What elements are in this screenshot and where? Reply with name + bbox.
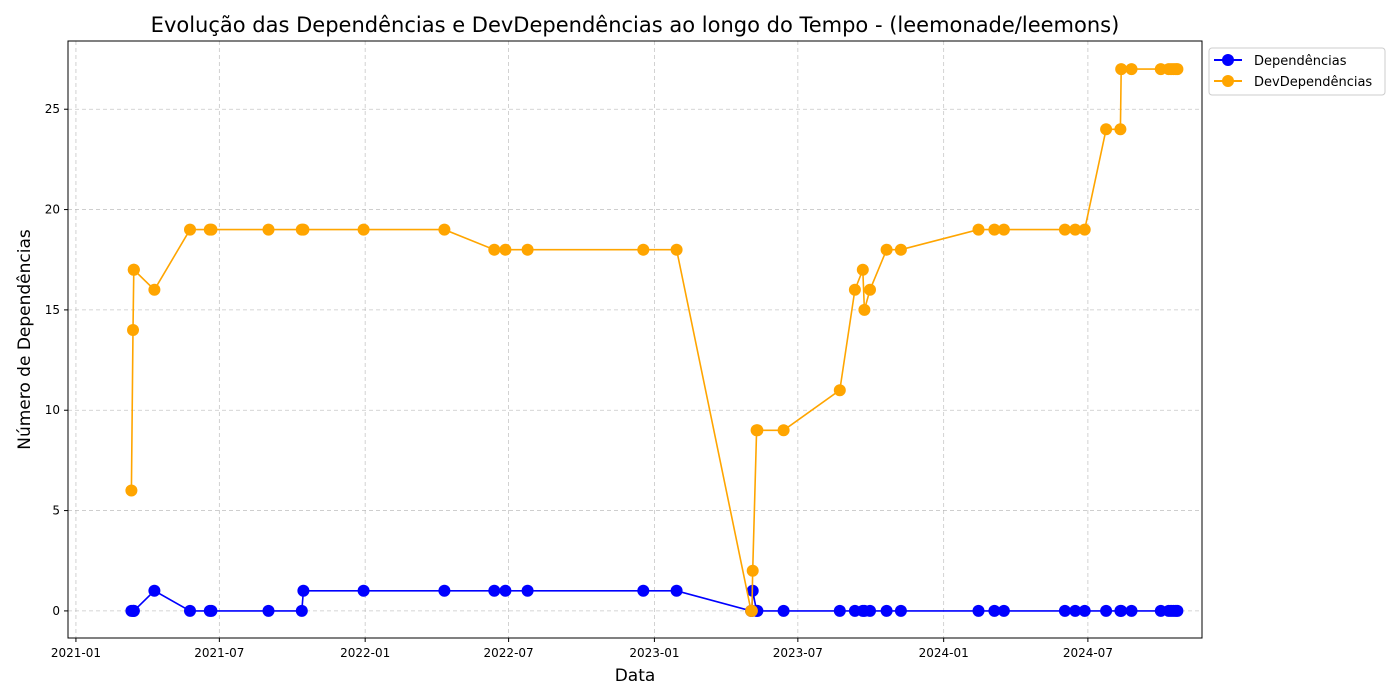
grid <box>68 41 1202 638</box>
data-point-devdependencias <box>499 243 512 256</box>
y-tick-label: 20 <box>45 203 60 217</box>
data-point-devdependencias <box>125 484 138 497</box>
data-point-devdependencias <box>262 223 275 236</box>
x-tick-label: 2022-01 <box>340 646 390 660</box>
legend-box <box>1208 47 1386 96</box>
series-dependencias <box>125 584 1184 617</box>
y-tick-label: 5 <box>52 504 60 518</box>
data-point-dependencias <box>438 584 451 597</box>
data-point-devdependencias <box>1078 223 1091 236</box>
data-point-devdependencias <box>988 223 1001 236</box>
data-point-devdependencias <box>864 283 876 296</box>
data-point-devdependencias <box>637 243 650 256</box>
data-point-dependencias <box>997 604 1010 617</box>
data-point-dependencias <box>127 604 140 617</box>
data-point-dependencias <box>880 604 893 617</box>
data-point-devdependencias <box>856 263 869 276</box>
data-point-devdependencias <box>858 303 871 316</box>
y-tick-label: 15 <box>45 303 60 317</box>
data-point-dependencias <box>297 584 310 597</box>
data-point-devdependencias <box>751 424 764 437</box>
plot-frame <box>67 40 1203 639</box>
data-point-dependencias <box>1069 604 1082 617</box>
data-point-dependencias <box>499 584 512 597</box>
data-point-dependencias <box>205 604 218 617</box>
data-point-dependencias <box>670 584 683 597</box>
y-tick-label: 0 <box>52 604 60 618</box>
data-point-dependencias <box>1078 604 1091 617</box>
axis-ticks: 2021-01 2021-07 2022-01 2022-07 2023-01 2023-… <box>45 102 1113 660</box>
data-point-dependencias <box>972 604 985 617</box>
data-point-dependencias <box>988 604 1001 617</box>
data-point-devdependencias <box>670 243 683 256</box>
x-tick-label: 2023-01 <box>629 646 679 660</box>
data-point-devdependencias <box>1171 63 1184 76</box>
data-point-devdependencias <box>127 324 139 336</box>
data-point-devdependencias <box>357 223 370 236</box>
chart-title: Evolução das Dependências e DevDependênc… <box>151 13 1120 37</box>
data-point-devdependencias <box>1115 63 1128 76</box>
legend-marker-devdependencias <box>1222 75 1234 87</box>
legend-label-dependencias: Dependências <box>1254 54 1347 69</box>
data-point-devdependencias <box>1125 63 1138 76</box>
data-point-dependencias <box>262 604 275 617</box>
x-tick-label: 2023-07 <box>773 646 823 660</box>
data-point-devdependencias <box>746 564 759 577</box>
x-tick-label: 2022-07 <box>484 646 534 660</box>
data-point-devdependencias <box>1058 223 1071 236</box>
data-point-devdependencias <box>1100 123 1113 136</box>
data-point-dependencias <box>1115 604 1128 617</box>
data-point-devdependencias <box>1069 223 1082 236</box>
data-point-dependencias <box>777 604 790 617</box>
data-point-dependencias <box>295 604 308 617</box>
data-point-devdependencias <box>488 243 501 256</box>
series-devdependencias <box>125 63 1184 617</box>
data-point-dependencias <box>1171 604 1184 617</box>
data-point-dependencias <box>184 604 196 617</box>
data-point-dependencias <box>148 584 161 597</box>
data-point-dependencias <box>894 604 907 617</box>
x-axis-title: Data <box>615 666 656 686</box>
data-point-devdependencias <box>148 283 161 296</box>
data-point-dependencias <box>357 584 370 597</box>
data-point-devdependencias <box>833 384 846 397</box>
y-axis-title: Número de Dependências <box>15 229 35 450</box>
data-point-devdependencias <box>184 223 196 236</box>
data-point-devdependencias <box>205 223 218 236</box>
x-tick-label: 2021-07 <box>194 646 244 660</box>
data-point-devdependencias <box>777 424 790 437</box>
data-point-devdependencias <box>880 243 893 256</box>
series-line-devdependencias <box>130 68 1178 612</box>
data-point-dependencias <box>488 584 501 597</box>
data-point-dependencias <box>1100 604 1113 617</box>
x-tick-label: 2024-01 <box>919 646 969 660</box>
data-point-devdependencias <box>438 223 451 236</box>
data-point-dependencias <box>864 604 876 617</box>
x-tick-label: 2024-07 <box>1063 646 1113 660</box>
series-line-dependencias <box>131 589 1178 612</box>
data-point-devdependencias <box>127 263 140 276</box>
data-point-devdependencias <box>1114 123 1127 136</box>
data-point-devdependencias <box>297 223 310 236</box>
data-point-devdependencias <box>745 604 758 617</box>
y-tick-label: 25 <box>45 102 60 116</box>
data-point-dependencias <box>1058 604 1071 617</box>
legend-marker-dependencias <box>1222 54 1234 66</box>
data-point-dependencias <box>521 584 534 597</box>
data-point-dependencias <box>637 584 650 597</box>
legend-label-devdependencias: DevDependências <box>1254 75 1372 90</box>
data-point-dependencias <box>1125 604 1138 617</box>
data-point-devdependencias <box>894 243 907 256</box>
data-point-devdependencias <box>521 243 534 256</box>
data-point-devdependencias <box>848 283 861 296</box>
data-point-devdependencias <box>997 223 1010 236</box>
legend: Dependências DevDependências <box>1208 47 1386 96</box>
y-tick-label: 10 <box>45 403 60 417</box>
data-point-dependencias <box>833 604 846 617</box>
x-tick-label: 2021-01 <box>51 646 101 660</box>
data-point-devdependencias <box>972 223 985 236</box>
series-group <box>125 63 1184 617</box>
